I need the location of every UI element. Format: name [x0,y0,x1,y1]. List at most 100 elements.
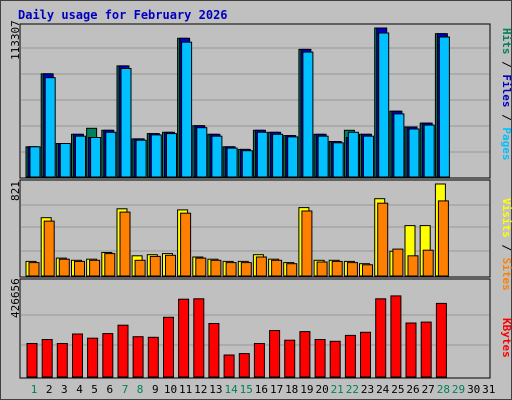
bar-sites-day-25 [392,248,404,277]
day-label-26: 26 [406,383,419,396]
bar-sites-day-22 [346,262,358,277]
day-label-16: 16 [255,383,268,396]
bar-kbytes-day-25 [390,295,402,378]
day-label-12: 12 [194,383,207,396]
bar-pages-day-23 [363,135,374,178]
bar-pages-day-12 [196,127,208,178]
bar-sites-day-9 [149,255,161,277]
bar-kbytes-day-6 [102,333,114,378]
bar-kbytes-day-26 [405,322,417,378]
bar-sites-day-24 [377,202,389,277]
bar-kbytes-day-22 [344,334,356,378]
bar-sites-day-20 [316,261,328,277]
bar-sites-day-26 [407,255,419,277]
day-label-31: 31 [482,383,495,396]
bar-kbytes-day-4 [72,333,83,378]
day-label-25: 25 [391,383,404,396]
bar-pages-day-17 [272,133,284,178]
bar-kbytes-day-9 [147,336,159,378]
bar-kbytes-day-17 [269,330,281,378]
day-label-27: 27 [422,383,435,396]
day-label-11: 11 [179,383,192,396]
bar-pages-day-5 [90,137,102,178]
bar-sites-day-14 [225,262,237,277]
day-label-5: 5 [91,383,98,396]
day-label-6: 6 [106,383,113,396]
bar-kbytes-day-13 [208,323,220,378]
bar-sites-day-8 [134,259,146,277]
bar-pages-day-15 [241,150,253,178]
bar-pages-day-7 [120,68,132,178]
bar-pages-day-26 [408,128,420,178]
legend-separator: / [500,55,512,75]
bar-sites-day-27 [422,249,434,277]
day-label-2: 2 [46,383,53,396]
day-label-21: 21 [331,383,344,396]
bar-pages-day-24 [378,32,390,178]
top-legend: Hits / Files / Pages [500,28,512,161]
day-label-23: 23 [361,383,374,396]
day-label-19: 19 [300,383,313,396]
day-label-15: 15 [240,383,253,396]
bar-sites-day-12 [195,257,207,277]
bar-kbytes-day-27 [420,321,432,378]
day-label-24: 24 [376,383,390,396]
bar-sites-day-7 [119,211,131,277]
day-label-3: 3 [61,383,68,396]
legend-separator: / [500,238,512,258]
bar-sites-day-1 [28,262,40,277]
legend-files: Files [500,74,512,107]
day-label-10: 10 [164,383,177,396]
bar-pages-day-22 [347,131,359,178]
bar-pages-day-28 [438,36,450,178]
bar-sites-day-4 [74,260,85,277]
mid-legend: Visits / Sites [500,198,512,291]
day-label-28: 28 [437,383,450,396]
day-label-13: 13 [209,383,222,396]
day-label-30: 30 [467,383,480,396]
bar-kbytes-day-7 [117,324,129,378]
top-max-label: 113307 [9,20,22,60]
bar-sites-day-6 [104,253,116,277]
bar-kbytes-day-23 [360,331,371,378]
bar-pages-day-3 [59,143,71,178]
bar-sites-day-23 [362,264,373,277]
bar-sites-day-21 [331,260,343,277]
bar-kbytes-day-28 [435,302,447,378]
bar-sites-day-11 [180,212,192,277]
bar-pages-day-20 [317,135,329,178]
bar-pages-day-18 [287,136,299,178]
bar-kbytes-day-24 [375,298,387,378]
bar-sites-day-2 [43,220,55,277]
legend-kbytes: KBytes [500,318,512,358]
legend-visits: Visits [500,198,512,238]
bar-kbytes-day-19 [299,331,311,378]
bar-kbytes-day-5 [87,337,99,378]
bar-kbytes-day-20 [314,339,326,378]
bar-kbytes-day-8 [132,336,144,378]
bars [25,27,450,378]
bar-sites-day-15 [240,262,252,277]
day-label-4: 4 [76,383,83,396]
bar-sites-day-5 [89,259,101,277]
bar-pages-day-2 [44,77,56,178]
day-label-18: 18 [285,383,298,396]
chart-title: Daily usage for February 2026 [18,8,228,22]
mid-max-label: 821 [9,181,22,201]
bar-kbytes-day-15 [238,353,250,378]
bar-sites-day-17 [271,259,283,277]
day-label-22: 22 [346,383,359,396]
bot-legend: KBytes [500,318,512,358]
bar-pages-day-9 [150,134,162,178]
bar-pages-day-4 [75,135,86,178]
bar-kbytes-day-14 [223,354,235,378]
bar-pages-day-6 [105,131,117,178]
bot-max-label: 426656 [9,278,22,318]
day-labels: 1 2 3 4 5 6 7 8 9 10 11 12 13 14 15 16 17 18 19 20 21 22 23 24 2… [31,383,496,396]
bar-pages-day-21 [332,142,344,178]
day-label-9: 9 [152,383,159,396]
day-label-1: 1 [31,383,38,396]
bar-pages-day-1 [29,146,41,178]
day-label-14: 14 [224,383,238,396]
bar-kbytes-day-21 [329,340,341,378]
